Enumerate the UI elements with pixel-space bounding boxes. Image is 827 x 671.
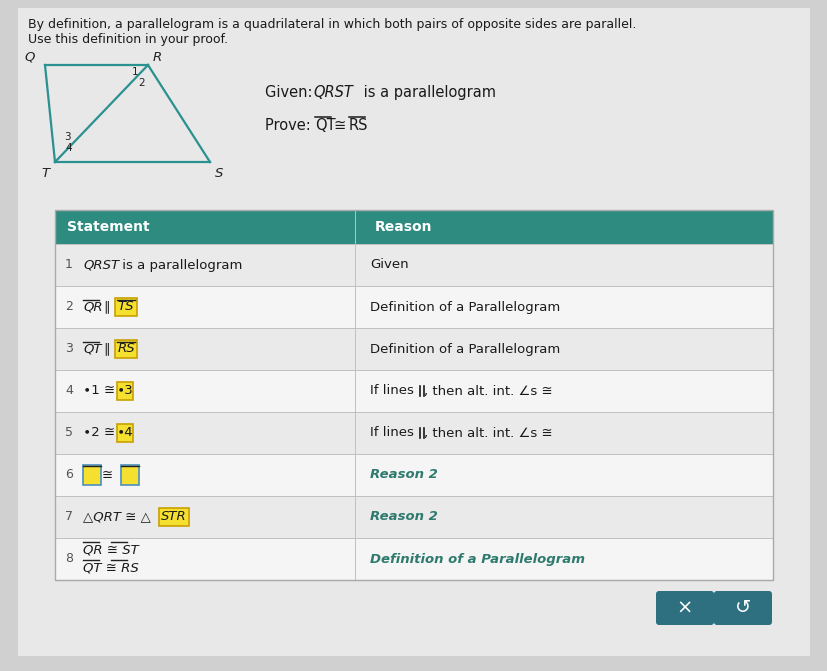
Text: RS: RS xyxy=(117,342,135,356)
FancyBboxPatch shape xyxy=(117,424,133,442)
Text: QT: QT xyxy=(83,342,102,356)
Text: ∥: ∥ xyxy=(103,301,109,313)
FancyBboxPatch shape xyxy=(83,465,101,485)
Bar xyxy=(55,286,772,328)
Text: 7: 7 xyxy=(65,511,73,523)
FancyBboxPatch shape xyxy=(655,591,713,625)
FancyBboxPatch shape xyxy=(115,298,136,316)
Text: STR: STR xyxy=(161,511,187,523)
Bar xyxy=(55,538,772,580)
Text: Reason 2: Reason 2 xyxy=(370,511,437,523)
Text: 2: 2 xyxy=(65,301,73,313)
Text: Reason: Reason xyxy=(375,220,432,234)
Text: ∙4: ∙4 xyxy=(117,427,133,440)
Text: 8: 8 xyxy=(65,552,73,566)
Text: ∙3: ∙3 xyxy=(117,384,133,397)
Text: Definition of a Parallelogram: Definition of a Parallelogram xyxy=(370,342,560,356)
Text: Given: Given xyxy=(370,258,409,272)
Text: If lines: If lines xyxy=(370,384,418,397)
Bar xyxy=(55,496,772,538)
Text: ≅: ≅ xyxy=(332,118,345,133)
Text: Reason 2: Reason 2 xyxy=(370,468,437,482)
Text: 1: 1 xyxy=(131,67,138,77)
Text: ∥: ∥ xyxy=(103,342,109,356)
Text: QRST: QRST xyxy=(83,258,119,272)
Text: 4: 4 xyxy=(65,384,73,397)
Text: 2: 2 xyxy=(138,78,145,88)
Text: ≅: ≅ xyxy=(102,468,112,482)
Text: ×: × xyxy=(676,599,692,617)
Bar xyxy=(55,244,772,286)
FancyBboxPatch shape xyxy=(117,382,133,400)
Text: QT: QT xyxy=(314,118,335,133)
Text: △QRT ≅ △: △QRT ≅ △ xyxy=(83,511,151,523)
Text: Statement: Statement xyxy=(67,220,150,234)
Text: 4: 4 xyxy=(65,143,72,153)
Text: Given:: Given: xyxy=(265,85,317,100)
Text: 3: 3 xyxy=(65,342,73,356)
Bar xyxy=(55,210,772,580)
Text: Use this definition in your proof.: Use this definition in your proof. xyxy=(28,33,228,46)
Text: 6: 6 xyxy=(65,468,73,482)
Text: If lines: If lines xyxy=(370,427,418,440)
Text: T: T xyxy=(42,167,50,180)
Text: ∙2 ≅: ∙2 ≅ xyxy=(83,427,115,440)
Bar xyxy=(55,370,772,412)
Text: , then alt. int. ∠s ≅: , then alt. int. ∠s ≅ xyxy=(423,384,552,397)
Text: R: R xyxy=(153,51,162,64)
Text: By definition, a parallelogram is a quadrilateral in which both pairs of opposit: By definition, a parallelogram is a quad… xyxy=(28,18,636,31)
FancyBboxPatch shape xyxy=(115,340,136,358)
FancyBboxPatch shape xyxy=(18,8,809,656)
Text: Prove:: Prove: xyxy=(265,118,315,133)
Text: is a parallelogram: is a parallelogram xyxy=(359,85,495,100)
FancyBboxPatch shape xyxy=(121,465,139,485)
Text: 1: 1 xyxy=(65,258,73,272)
Text: ∙1 ≅: ∙1 ≅ xyxy=(83,384,115,397)
Bar xyxy=(55,412,772,454)
Text: QR: QR xyxy=(83,301,103,313)
Text: 3: 3 xyxy=(64,132,70,142)
Text: TS: TS xyxy=(117,301,134,313)
Bar xyxy=(55,328,772,370)
Text: ↺: ↺ xyxy=(734,599,750,617)
Text: S: S xyxy=(215,167,223,180)
Text: Q: Q xyxy=(25,51,35,64)
Text: QRST: QRST xyxy=(313,85,352,100)
Text: is a parallelogram: is a parallelogram xyxy=(118,258,242,272)
FancyBboxPatch shape xyxy=(159,508,189,526)
FancyBboxPatch shape xyxy=(713,591,771,625)
Text: , then alt. int. ∠s ≅: , then alt. int. ∠s ≅ xyxy=(423,427,552,440)
Text: RS: RS xyxy=(348,118,368,133)
Text: QR ≅ ST: QR ≅ ST xyxy=(83,544,139,556)
Text: Definition of a Parallelogram: Definition of a Parallelogram xyxy=(370,301,560,313)
Bar xyxy=(55,454,772,496)
Text: 5: 5 xyxy=(65,427,73,440)
Text: Definition of a Parallelogram: Definition of a Parallelogram xyxy=(370,552,585,566)
Bar xyxy=(55,210,772,244)
Text: QT ≅ RS: QT ≅ RS xyxy=(83,562,139,575)
